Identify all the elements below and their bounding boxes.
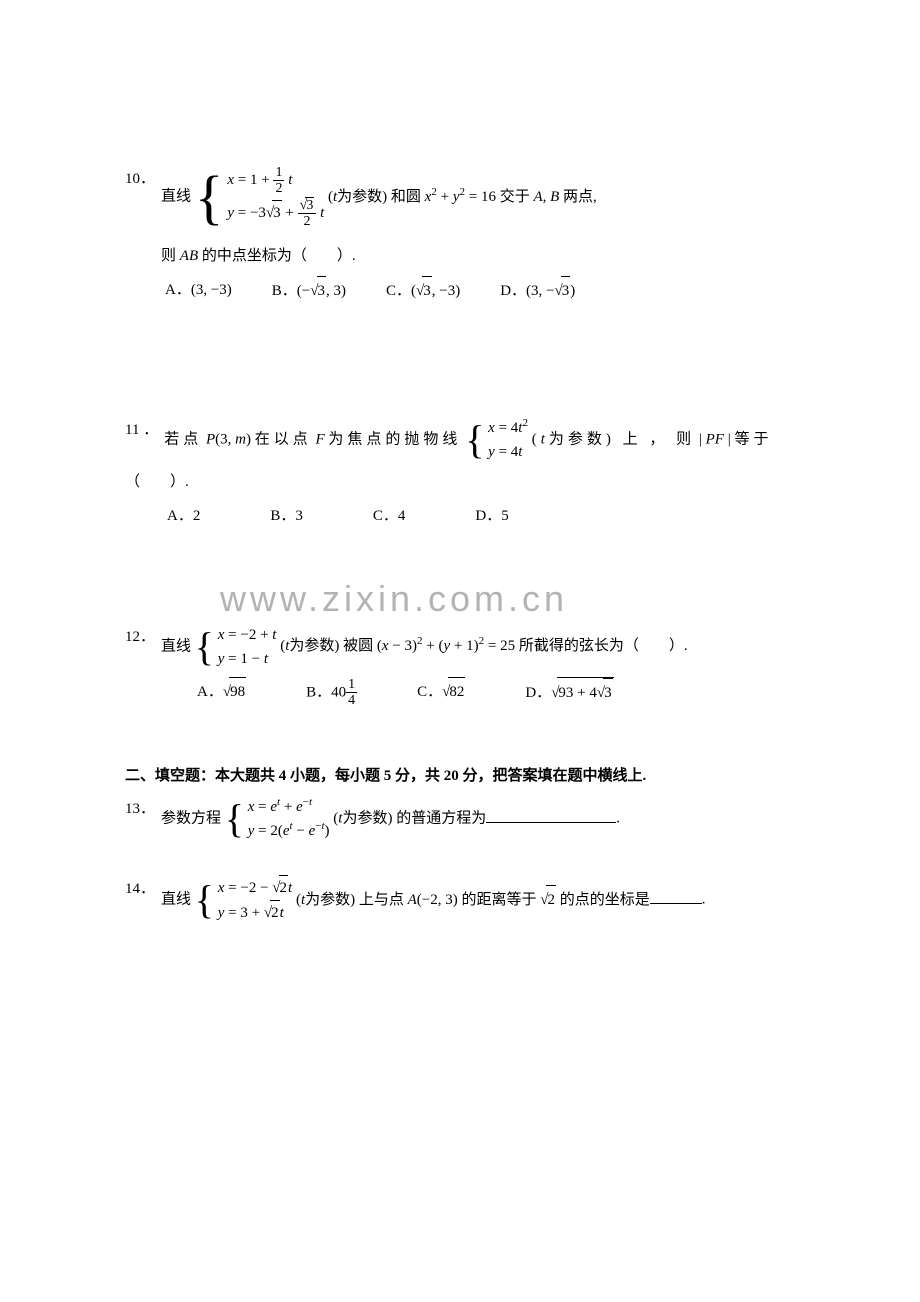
q14-post: (t为参数) 上与点 A(−2, 3) 的距离等于 2 的点的坐标是 <box>296 892 650 908</box>
q14-blank <box>650 903 702 904</box>
q10-cond: (t为参数) 和圆 x2 + y2 = 16 交于 A, B 两点, <box>328 189 597 205</box>
q12-opt-a: A．98 <box>197 677 246 709</box>
question-14: 14． 直线 { x = −2 − 2t y = 3 + 2t (t为参数) 上… <box>125 875 805 925</box>
q10-sub: 则 AB 的中点坐标为（ ）. <box>161 242 805 271</box>
q12-opt-b: B．4014 <box>306 677 357 709</box>
q14-pre: 直线 <box>161 892 195 908</box>
q11-options: A．2 B．3 C．4 D．5 <box>167 502 805 531</box>
question-12: 12． 直线 { x = −2 + t y = 1 − t (t为参数) 被圆 … <box>125 623 805 709</box>
q11-pre: 若点 <box>164 431 202 447</box>
q14-number: 14． <box>125 875 155 904</box>
q10-options: A．(3, −3) B．(−3, 3) C．(3, −3) D．(3, −3) <box>165 276 805 306</box>
question-13: 13． 参数方程 { x = et + e−t y = 2(et − e−t) … <box>125 795 805 843</box>
q10-opt-a: A．(3, −3) <box>165 276 232 306</box>
q12-pre: 直线 <box>161 638 195 654</box>
q10-opt-b: B．(−3, 3) <box>272 276 346 306</box>
q11-opt-c: C．4 <box>373 502 406 531</box>
q11-post: (t为参数) 上 ， 则 <box>532 431 695 447</box>
q12-number: 12． <box>125 623 155 652</box>
q10-pre: 直线 <box>161 189 195 205</box>
q14-end: . <box>702 892 706 908</box>
q12-post: (t为参数) 被圆 (x − 3)2 + (y + 1)2 = 25 所截得的弦… <box>280 638 687 654</box>
page-content: 10． 直线 { x = 1 + 12 t y = −33 + 32 t (t为… <box>0 0 920 925</box>
q11-opt-d: D．5 <box>475 502 508 531</box>
q11-sub: （ ）. <box>125 468 805 497</box>
q13-blank <box>486 822 616 823</box>
q10-body: 直线 { x = 1 + 12 t y = −33 + 32 t (t为参数) … <box>161 165 805 270</box>
question-10: 10． 直线 { x = 1 + 12 t y = −33 + 32 t (t为… <box>125 165 805 306</box>
section-2-header: 二、填空题：本大题共 4 小题，每小题 5 分，共 20 分，把答案填在题中横线… <box>125 764 805 785</box>
q13-post: (t为参数) 的普通方程为 <box>333 811 486 827</box>
q13-pre: 参数方程 <box>161 811 225 827</box>
q10-opt-d: D．(3, −3) <box>500 276 575 306</box>
q13-end: . <box>616 811 620 827</box>
q10-opt-c: C．(3, −3) <box>386 276 460 306</box>
q12-opt-d: D．93 + 43 <box>525 677 613 709</box>
q11-body: 若点 P(3, m) 在以点 F 为焦点的抛物线 { x = 4t2 y = 4… <box>164 416 805 464</box>
q12-body: 直线 { x = −2 + t y = 1 − t (t为参数) 被圆 (x −… <box>161 623 805 671</box>
q14-body: 直线 { x = −2 − 2t y = 3 + 2t (t为参数) 上与点 A… <box>161 875 805 925</box>
q12-opt-c: C．82 <box>417 677 465 709</box>
q10-number: 10． <box>125 165 155 194</box>
q12-options: A．98 B．4014 C．82 D．93 + 43 <box>197 677 805 709</box>
q11-number: 11 ． <box>125 416 158 445</box>
q11-opt-a: A．2 <box>167 502 200 531</box>
q11-opt-b: B．3 <box>270 502 303 531</box>
question-11: 11 ． 若点 P(3, m) 在以点 F 为焦点的抛物线 { x = 4t2 … <box>125 416 805 531</box>
q13-number: 13． <box>125 795 155 824</box>
q13-body: 参数方程 { x = et + e−t y = 2(et − e−t) (t为参… <box>161 795 805 843</box>
